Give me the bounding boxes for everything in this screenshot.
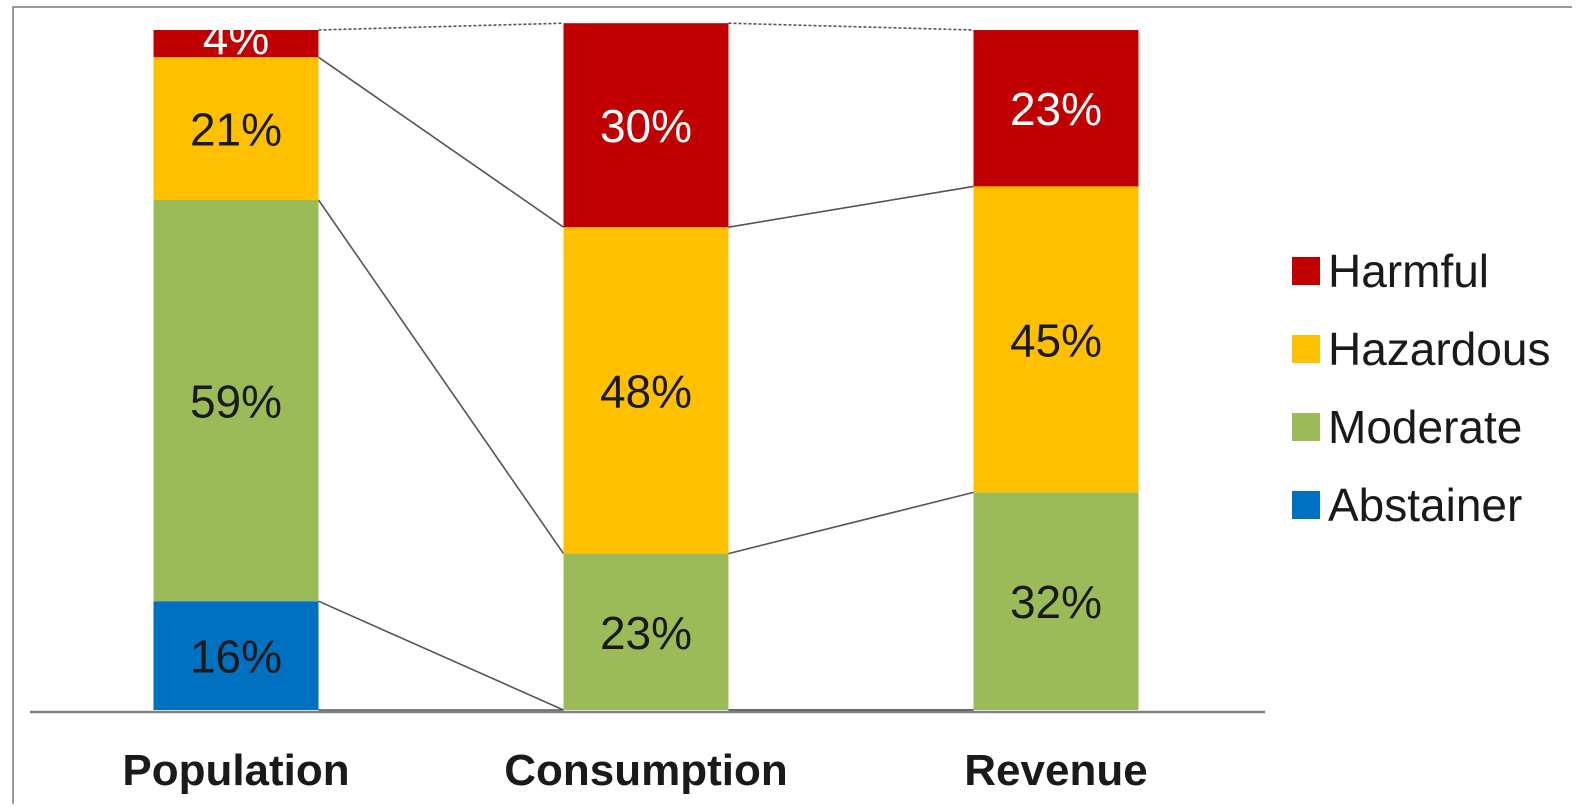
bar-segment-hazardous-consumption <box>563 227 729 554</box>
legend-swatch-harmful <box>1292 257 1320 285</box>
connector-line <box>318 22 564 31</box>
connector-line <box>318 600 564 711</box>
data-label-moderate-consumption: 23% <box>600 607 692 659</box>
data-label-hazardous-consumption: 48% <box>600 365 692 417</box>
x-tick-label-consumption: Consumption <box>504 746 788 795</box>
bar-segment-moderate-revenue <box>973 492 1139 710</box>
data-label-harmful-revenue: 23% <box>1010 83 1102 135</box>
data-label-harmful-population: 4% <box>203 12 269 64</box>
legend-label-moderate: Moderate <box>1328 401 1523 453</box>
legend-label-hazardous: Hazardous <box>1328 323 1551 375</box>
legend-item-harmful: Harmful <box>1292 232 1550 310</box>
bar-segment-moderate-consumption <box>563 553 729 710</box>
bar-segment-hazardous-revenue <box>973 186 1139 493</box>
data-label-abstainer-population: 16% <box>190 631 282 683</box>
x-axis-labels: Population Consumption Revenue <box>122 746 1147 795</box>
connector-line <box>728 185 974 228</box>
legend-label-harmful: Harmful <box>1328 245 1490 297</box>
connector-line <box>728 22 974 31</box>
bar-series: 16% 59% 23% 32% 21% 48% 45% 4% 30% 23% <box>153 12 1139 710</box>
connector-line <box>728 491 974 555</box>
bar-segment-harmful-population <box>153 30 319 58</box>
bar-segment-hazardous-population <box>153 57 319 201</box>
data-label-moderate-revenue: 32% <box>1010 576 1102 628</box>
legend-item-moderate: Moderate <box>1292 388 1550 466</box>
legend-label-abstainer: Abstainer <box>1328 479 1523 531</box>
x-tick-label-population: Population <box>122 746 349 795</box>
legend-swatch-hazardous <box>1292 335 1320 363</box>
bar-segment-moderate-population <box>153 200 319 602</box>
connector-line <box>318 56 564 228</box>
legend-swatch-moderate <box>1292 413 1320 441</box>
x-tick-label-revenue: Revenue <box>964 746 1147 795</box>
legend-item-abstainer: Abstainer <box>1292 466 1550 544</box>
data-label-harmful-consumption: 30% <box>600 100 692 152</box>
bar-segment-abstainer-population <box>153 601 319 710</box>
data-label-moderate-population: 59% <box>190 376 282 428</box>
legend-item-hazardous: Hazardous <box>1292 310 1550 388</box>
bar-segment-harmful-revenue <box>973 30 1139 187</box>
bar-segment-harmful-consumption <box>563 23 729 228</box>
data-label-hazardous-population: 21% <box>190 104 282 156</box>
chart-frame <box>12 6 1572 804</box>
legend-swatch-abstainer <box>1292 491 1320 519</box>
connector-lines <box>317 22 974 711</box>
connector-line <box>317 199 565 555</box>
data-label-hazardous-revenue: 45% <box>1010 314 1102 366</box>
chart-legend: Harmful Hazardous Moderate Abstainer <box>1292 232 1550 544</box>
